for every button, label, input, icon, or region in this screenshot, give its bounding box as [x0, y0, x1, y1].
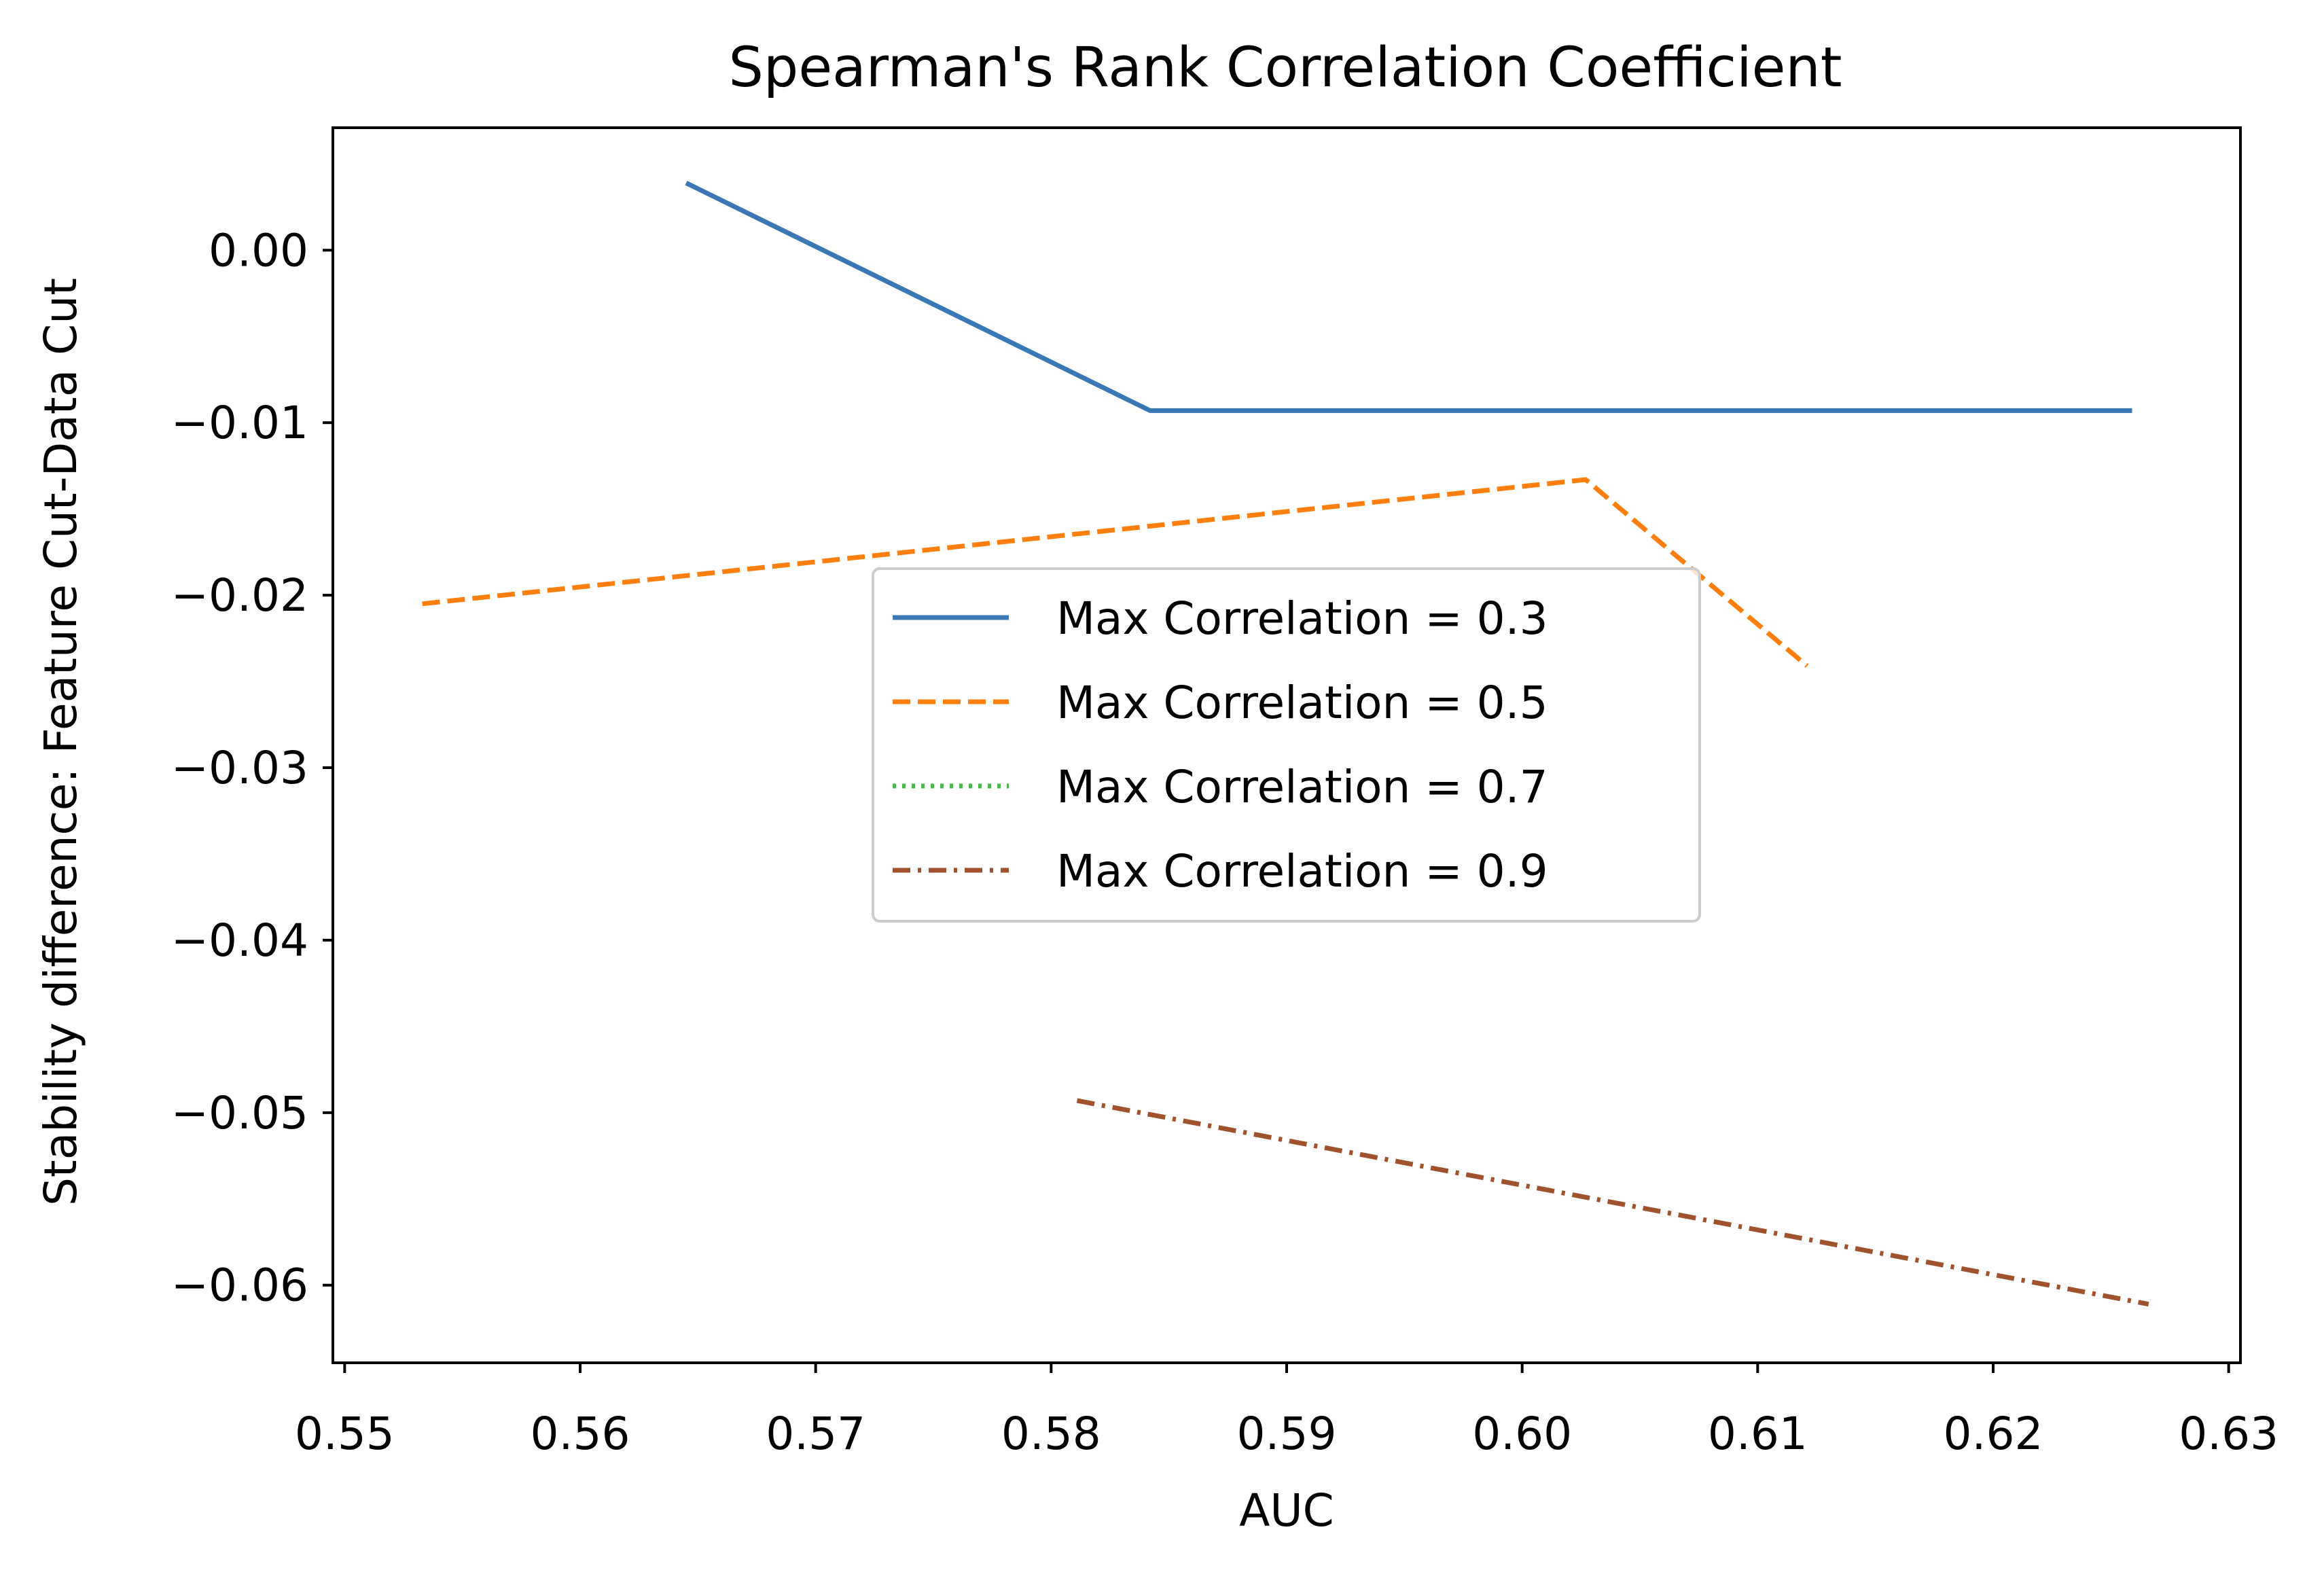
series-line-4 [1076, 1098, 2149, 1307]
y-tick-label: −0.04 [171, 914, 308, 967]
legend-frame [872, 567, 1701, 923]
x-tick-label: 0.58 [1001, 1408, 1101, 1460]
x-tick-label: 0.55 [295, 1408, 395, 1460]
y-tick-label: −0.01 [171, 397, 308, 449]
y-axis-ticks: 0.00 −0.01 −0.02 −0.03 −0.04 −0.05 −0.06 [171, 224, 333, 1312]
legend: Max Correlation = 0.3 Max Correlation = 0… [872, 567, 1701, 923]
y-tick-label: 0.00 [209, 224, 308, 276]
x-tick-label: 0.57 [766, 1408, 865, 1460]
x-tick-label: 0.62 [1944, 1408, 2043, 1460]
legend-label-3: Max Correlation = 0.7 [1056, 761, 1548, 813]
legend-items: Max Correlation = 0.3 Max Correlation = 0… [893, 592, 1548, 897]
y-tick-label: −0.06 [171, 1260, 308, 1312]
series-layer [422, 181, 2149, 1307]
y-tick-label: −0.05 [171, 1087, 308, 1139]
x-axis-ticks: 0.55 0.56 0.57 0.58 0.59 0.60 0.61 0.62 0.63 [295, 1363, 2278, 1460]
x-tick-label: 0.61 [1708, 1408, 1808, 1460]
x-tick-label: 0.59 [1237, 1408, 1337, 1460]
series-line-2 [422, 477, 1809, 668]
legend-label-1: Max Correlation = 0.3 [1056, 592, 1548, 645]
x-tick-label: 0.63 [2179, 1408, 2278, 1460]
x-axis-label: AUC [1239, 1484, 1334, 1537]
x-tick-label: 0.60 [1472, 1408, 1572, 1460]
legend-label-4: Max Correlation = 0.9 [1056, 845, 1548, 897]
y-tick-label: −0.02 [171, 569, 308, 622]
legend-label-2: Max Correlation = 0.5 [1056, 677, 1548, 729]
x-tick-label: 0.56 [531, 1408, 630, 1460]
chart-title: Spearman's Rank Correlation Coefficient [728, 36, 1842, 100]
y-tick-label: −0.03 [171, 742, 308, 794]
series-line-1 [685, 181, 2132, 413]
y-axis-label: Stability difference: Feature Cut-Data C… [35, 278, 87, 1206]
